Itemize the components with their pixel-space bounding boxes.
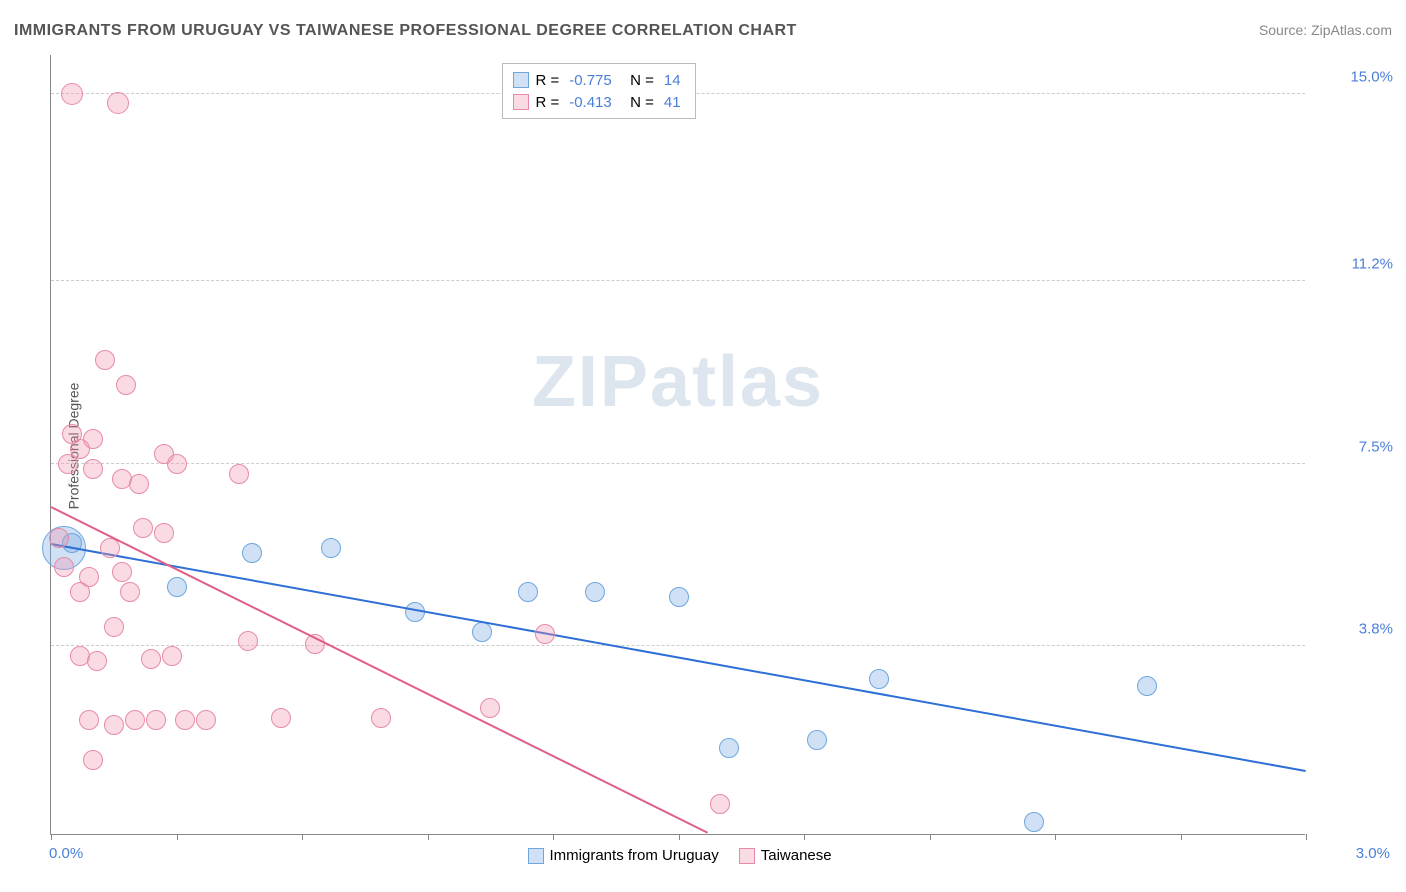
x-tick [302, 834, 303, 840]
watermark: ZIPatlas [532, 341, 824, 423]
data-point-taiwanese [87, 651, 107, 671]
x-tick [930, 834, 931, 840]
data-point-taiwanese [83, 750, 103, 770]
x-tick [804, 834, 805, 840]
data-point-taiwanese [162, 646, 182, 666]
data-point-uruguay [242, 543, 262, 563]
data-point-taiwanese [125, 710, 145, 730]
legend-item-taiwanese: Taiwanese [739, 847, 832, 864]
x-tick [553, 834, 554, 840]
x-min-label: 0.0% [49, 845, 83, 862]
watermark-zip: ZIP [532, 342, 650, 422]
source-label: Source: ZipAtlas.com [1259, 22, 1392, 38]
data-point-taiwanese [107, 92, 129, 114]
chart-title: IMMIGRANTS FROM URUGUAY VS TAIWANESE PRO… [14, 22, 797, 40]
legend-row-taiwanese: R = -0.413 N = 41 [513, 91, 684, 113]
data-point-uruguay [807, 730, 827, 750]
legend-r-label: R = [535, 72, 559, 89]
data-point-taiwanese [175, 710, 195, 730]
data-point-taiwanese [70, 582, 90, 602]
x-tick [679, 834, 680, 840]
data-point-taiwanese [49, 528, 69, 548]
data-point-taiwanese [79, 710, 99, 730]
y-tick-label: 3.8% [1313, 621, 1393, 638]
y-tick-label: 7.5% [1313, 438, 1393, 455]
data-point-uruguay [1024, 812, 1044, 832]
legend-row-uruguay: R = -0.775 N = 14 [513, 69, 684, 91]
y-tick-label: 11.2% [1313, 256, 1393, 273]
watermark-atlas: atlas [650, 342, 824, 422]
data-point-taiwanese [146, 710, 166, 730]
data-point-taiwanese [61, 83, 83, 105]
data-point-taiwanese [104, 715, 124, 735]
x-tick [1306, 834, 1307, 840]
data-point-uruguay [669, 587, 689, 607]
legend-swatch [513, 72, 529, 88]
x-max-label: 3.0% [1356, 845, 1390, 862]
data-point-uruguay [1137, 676, 1157, 696]
legend-item-uruguay: Immigrants from Uruguay [528, 847, 719, 864]
data-point-taiwanese [710, 794, 730, 814]
data-point-taiwanese [104, 617, 124, 637]
data-point-taiwanese [95, 350, 115, 370]
data-point-taiwanese [480, 698, 500, 718]
legend-swatch [513, 94, 529, 110]
data-point-uruguay [167, 577, 187, 597]
gridline [51, 280, 1305, 281]
plot-area: ZIPatlas 3.8%7.5%11.2%15.0%0.0%3.0%R = -… [50, 55, 1305, 835]
x-tick [177, 834, 178, 840]
data-point-taiwanese [141, 649, 161, 669]
x-tick [51, 834, 52, 840]
data-point-uruguay [472, 622, 492, 642]
data-point-uruguay [719, 738, 739, 758]
legend-swatch [528, 848, 544, 864]
legend-r-value: -0.775 [569, 72, 612, 89]
data-point-uruguay [321, 538, 341, 558]
data-point-taiwanese [133, 518, 153, 538]
x-tick [1181, 834, 1182, 840]
data-point-taiwanese [371, 708, 391, 728]
data-point-taiwanese [83, 459, 103, 479]
data-point-taiwanese [271, 708, 291, 728]
legend-r-label: R = [535, 94, 559, 111]
legend-label: Immigrants from Uruguay [550, 847, 719, 864]
legend-label: Taiwanese [761, 847, 832, 864]
data-point-uruguay [518, 582, 538, 602]
data-point-taiwanese [112, 562, 132, 582]
x-tick [1055, 834, 1056, 840]
legend-r-value: -0.413 [569, 94, 612, 111]
legend-swatch [739, 848, 755, 864]
data-point-taiwanese [196, 710, 216, 730]
data-point-taiwanese [129, 474, 149, 494]
data-point-taiwanese [54, 557, 74, 577]
data-point-uruguay [869, 669, 889, 689]
legend-n-label: N = [622, 72, 654, 89]
legend-n-value: 41 [664, 94, 681, 111]
trendline-uruguay [51, 543, 1306, 772]
trendline-taiwanese [51, 506, 709, 834]
data-point-uruguay [585, 582, 605, 602]
data-point-taiwanese [58, 454, 78, 474]
x-tick [428, 834, 429, 840]
data-point-taiwanese [167, 454, 187, 474]
correlation-legend: R = -0.775 N = 14R = -0.413 N = 41 [502, 63, 695, 119]
data-point-taiwanese [238, 631, 258, 651]
legend-n-value: 14 [664, 72, 681, 89]
data-point-taiwanese [116, 375, 136, 395]
data-point-taiwanese [229, 464, 249, 484]
data-point-taiwanese [535, 624, 555, 644]
data-point-taiwanese [154, 523, 174, 543]
series-legend: Immigrants from Uruguay Taiwanese [528, 847, 832, 864]
legend-n-label: N = [622, 94, 654, 111]
data-point-taiwanese [83, 429, 103, 449]
data-point-taiwanese [120, 582, 140, 602]
y-tick-label: 15.0% [1313, 68, 1393, 85]
